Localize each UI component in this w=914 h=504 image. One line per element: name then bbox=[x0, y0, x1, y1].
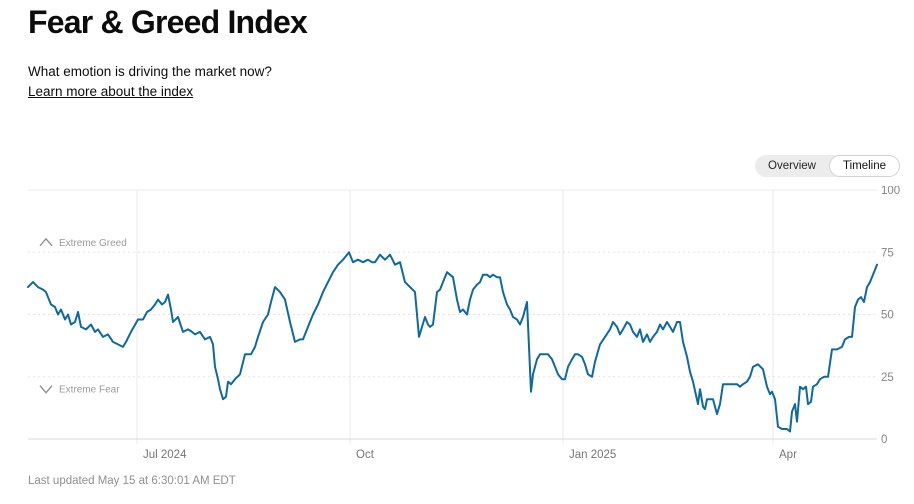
zone-label: Extreme Greed bbox=[59, 238, 127, 249]
toggle-overview-button[interactable]: Overview bbox=[755, 155, 829, 177]
y-tick-label: 50 bbox=[881, 310, 894, 322]
chevron-up-icon bbox=[39, 237, 53, 247]
page-subtitle: What emotion is driving the market now? bbox=[28, 64, 272, 79]
y-tick-label: 25 bbox=[881, 372, 894, 384]
x-tick-label: Jan 2025 bbox=[569, 449, 616, 461]
y-tick-label: 0 bbox=[881, 434, 887, 446]
last-updated-text: Last updated May 15 at 6:30:01 AM EDT bbox=[28, 475, 236, 487]
x-tick-label: Oct bbox=[356, 449, 375, 461]
chevron-down-icon bbox=[39, 385, 53, 394]
zone-label: Extreme Fear bbox=[59, 385, 120, 396]
page-title: Fear & Greed Index bbox=[28, 4, 308, 40]
fear-greed-chart[interactable]: Jul 2024 Oct Jan 2025 Apr 100 75 50 25 0 Extreme … bbox=[0, 185, 914, 471]
fear-greed-line-chart-svg[interactable]: Jul 2024 Oct Jan 2025 Apr 100 75 50 25 0 Extreme … bbox=[0, 185, 914, 471]
x-tick-label: Jul 2024 bbox=[143, 449, 187, 461]
toggle-timeline-button[interactable]: Timeline bbox=[828, 155, 900, 177]
y-tick-label: 75 bbox=[881, 247, 894, 259]
index-line-series[interactable] bbox=[27, 251, 878, 433]
view-toggle: Overview Timeline bbox=[755, 155, 900, 177]
learn-more-link[interactable]: Learn more about the index bbox=[28, 84, 194, 99]
x-tick-label: Apr bbox=[779, 449, 797, 461]
y-tick-label: 100 bbox=[881, 186, 900, 197]
